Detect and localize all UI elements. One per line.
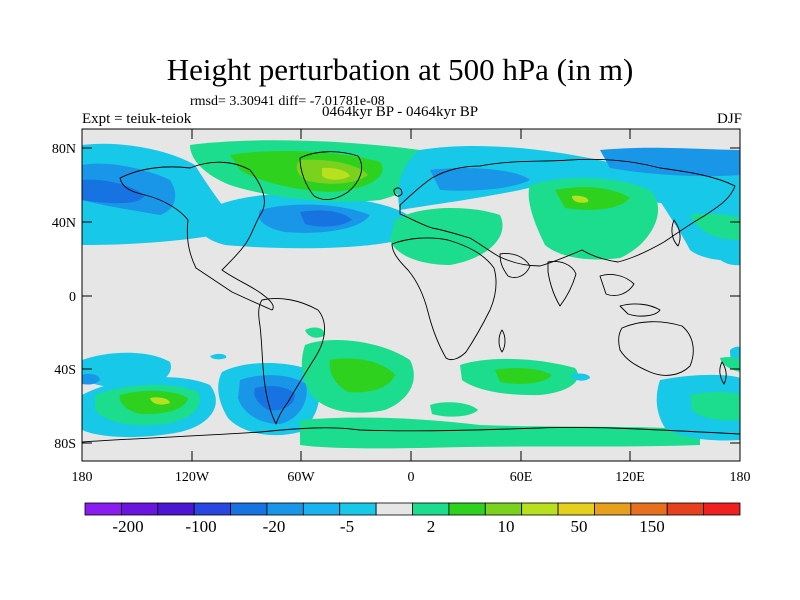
experiment-label: Expt = teiuk-teiok	[82, 111, 192, 127]
lon-label: 180	[72, 470, 93, 485]
lon-label: 0	[408, 470, 415, 485]
colorbar-label: 50	[571, 517, 588, 536]
anomaly-fields	[82, 140, 740, 266]
colorbar-swatch	[412, 502, 450, 516]
anomaly-fields-south	[82, 327, 740, 449]
lat-label: 40S	[54, 363, 76, 378]
colorbar-swatch	[339, 502, 377, 516]
lon-label: 120W	[175, 470, 210, 485]
colorbar-swatch	[484, 502, 523, 516]
colorbar-swatch	[448, 502, 486, 516]
colorbar-swatch	[630, 502, 668, 516]
lat-label: 80N	[52, 142, 76, 157]
colorbar-swatch	[230, 502, 268, 516]
colorbar-label: 10	[498, 517, 515, 536]
colorbar-swatch	[666, 502, 705, 516]
colorbar-swatch	[84, 502, 122, 516]
colorbar-swatch	[266, 502, 304, 516]
map-area	[82, 129, 740, 461]
stats-label: rmsd= 3.30941 diff= -7.01781e-08	[190, 94, 385, 109]
colorbar-swatch	[521, 502, 559, 516]
colorbar-swatch	[120, 502, 159, 516]
colorbar-label: 2	[427, 517, 436, 536]
lon-label: 120E	[615, 470, 645, 485]
lon-label: 60E	[510, 470, 533, 485]
colorbar-swatch	[193, 502, 231, 516]
axis-ticks	[82, 129, 740, 461]
colorbar-swatch	[302, 502, 341, 516]
lon-label: 180	[730, 470, 751, 485]
colorbar-swatch	[557, 502, 595, 516]
colorbar-label: 150	[639, 517, 665, 536]
lat-label: 0	[69, 290, 76, 305]
season-label: DJF	[716, 111, 742, 127]
colorbar-label: -20	[263, 517, 286, 536]
colorbar-label: -200	[112, 517, 143, 536]
lat-label: 40N	[52, 216, 76, 231]
lat-label: 80S	[54, 437, 76, 452]
lon-label: 60W	[287, 470, 315, 485]
colorbar-label: -100	[185, 517, 216, 536]
chart-title: Height perturbation at 500 hPa (in m)	[166, 52, 634, 87]
colorbar-swatch	[703, 502, 741, 516]
colorbar-swatch	[375, 502, 413, 516]
colorbar-label: -5	[340, 517, 354, 536]
colorbar	[84, 502, 741, 516]
coastlines	[82, 151, 740, 443]
period-label: 0464kyr BP - 0464kyr BP	[322, 104, 479, 120]
colorbar-swatch	[594, 502, 632, 516]
colorbar-swatch	[157, 502, 195, 516]
